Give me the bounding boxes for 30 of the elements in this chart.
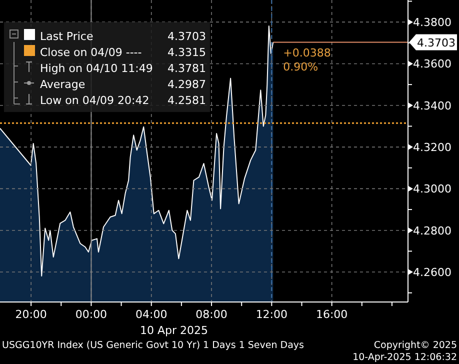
legend-label: Last Price (40, 30, 94, 43)
text: Copyright© 2025 (374, 340, 457, 351)
y-tick-label: 4.3000 (413, 182, 452, 196)
y-tick-label: 4.2800 (413, 224, 452, 238)
annotation: 4.2987 (168, 78, 206, 91)
legend-label: Close on 04/09 ---- (40, 46, 142, 59)
annotation: Low on 04/09 20:42 (40, 94, 150, 107)
y-tick-label: 4.2600 (413, 266, 452, 280)
x-tick-label: 20:00 (15, 308, 47, 321)
text: 10-Apr-2025 12:06:32 (352, 352, 457, 363)
annotation: 4.3315 (168, 46, 206, 59)
x-tick-label: 12:00 (256, 308, 288, 321)
x-tick-label: 16:00 (316, 308, 348, 321)
annotation: High on 04/10 11:49 (40, 62, 153, 75)
annotation: 4.3781 (168, 62, 206, 75)
y-tick-label: 4.3200 (413, 141, 452, 154)
annotation: 4.3703 (168, 30, 206, 43)
ref-line-label: 4.3703 (417, 36, 456, 50)
y-tick-label: 4.3400 (413, 99, 452, 112)
annotation: 4.2581 (168, 94, 206, 107)
x-tick-label: 00:00 (75, 308, 108, 321)
x-axis-title: 10 Apr 2025 (140, 324, 208, 337)
y-tick-label: 4.3600 (413, 58, 452, 71)
annotation: +0.0388 (283, 46, 331, 60)
annotation: Average (40, 78, 86, 91)
text: USGG10YR Index (US Generic Govt 10 Yr) 1 Days 1 Seven Days (2, 340, 304, 351)
x-tick-label: 08:00 (196, 308, 228, 321)
x-tick-label: 04:00 (136, 308, 168, 321)
annotation: 0.90% (283, 60, 318, 74)
y-tick-label: 4.3800 (413, 16, 452, 30)
